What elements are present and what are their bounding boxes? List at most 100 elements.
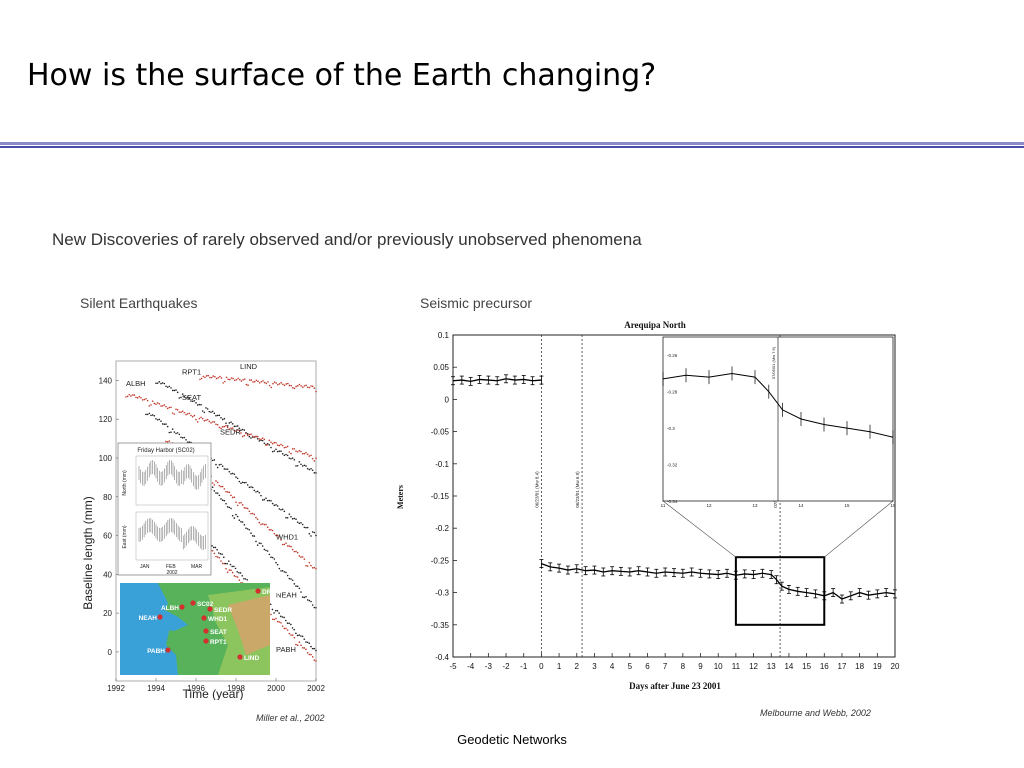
- left-series-point: [300, 463, 302, 466]
- left-series-point: [300, 385, 302, 387]
- left-series-point: [248, 528, 251, 531]
- left-series-point: [211, 549, 214, 552]
- right-xtick-label: -3: [485, 662, 493, 671]
- left-series-point: [230, 507, 232, 510]
- left-series-point: [180, 396, 182, 399]
- left-series-point: [290, 578, 292, 580]
- right-xtick-label: 16: [820, 662, 829, 671]
- left-series-point: [181, 436, 184, 439]
- left-series-point: [220, 377, 223, 379]
- left-series-point: [211, 482, 214, 484]
- left-ytick-label: 120: [99, 415, 113, 424]
- left-series-point: [252, 381, 254, 383]
- left-series-point: [234, 379, 236, 382]
- left-series-point: [198, 403, 201, 406]
- left-series-point: [273, 558, 276, 560]
- left-series-point: [228, 491, 231, 494]
- left-series-point: [253, 380, 256, 383]
- left-series-point: [221, 562, 224, 565]
- left-series-point: [270, 613, 272, 616]
- left-series-point: [226, 426, 229, 429]
- left-series-point: [308, 386, 311, 389]
- right-ytick-label: -0.15: [431, 492, 450, 501]
- left-series-point: [296, 585, 299, 588]
- left-series-point: [238, 378, 241, 381]
- left-series-point: [238, 519, 241, 522]
- left-series-point: [235, 575, 237, 578]
- left-series-point: [238, 579, 241, 581]
- left-series-point: [273, 612, 275, 614]
- left-series-point: [271, 618, 274, 621]
- right-series-line: [541, 563, 896, 600]
- left-ytick-label: 140: [99, 376, 113, 385]
- left-series-point: [250, 512, 252, 515]
- left-series-point: [222, 382, 224, 384]
- map-station-dot: [201, 615, 207, 621]
- left-series-point: [211, 545, 213, 547]
- map-station-label: WHD1: [208, 616, 228, 623]
- left-series-point: [214, 375, 216, 378]
- left-series-point: [168, 406, 171, 409]
- left-xtick-label: 2002: [307, 684, 325, 693]
- left-series-point: [219, 375, 221, 378]
- left-series-point: [141, 399, 144, 401]
- left-series-point: [273, 618, 276, 621]
- left-series-point: [276, 609, 279, 612]
- left-series-point: [248, 435, 251, 438]
- left-series-point: [205, 419, 207, 422]
- left-series-point: [215, 377, 218, 380]
- left-series-point: [272, 382, 274, 385]
- left-series-point: [150, 414, 152, 417]
- left-series-point: [275, 534, 277, 537]
- left-series-point: [271, 442, 274, 445]
- left-series-point: [226, 571, 229, 574]
- left-series-point: [311, 656, 314, 658]
- left-series-point: [206, 408, 209, 410]
- left-series-point: [246, 579, 249, 581]
- left-series-point: [260, 439, 262, 442]
- left-series-point: [301, 647, 304, 649]
- inset-ytick-label: -0.34: [667, 499, 678, 504]
- left-series-point: [261, 499, 264, 501]
- right-ytick-label: -0.35: [431, 621, 450, 630]
- left-series-point: [245, 383, 248, 386]
- left-series-point: [291, 457, 294, 459]
- left-series-point: [248, 510, 251, 513]
- left-series-point: [198, 417, 201, 420]
- left-series-point: [313, 531, 316, 534]
- left-series-point: [273, 441, 276, 444]
- left-series-point: [303, 464, 306, 467]
- left-series-point: [185, 413, 187, 416]
- left-series-point: [270, 441, 272, 444]
- left-series-point: [204, 376, 206, 379]
- left-series-point: [278, 567, 281, 570]
- map-station-dot: [207, 606, 213, 612]
- left-series-point: [215, 480, 217, 482]
- left-series-point: [236, 425, 239, 427]
- left-series-point: [253, 535, 256, 537]
- left-series-point: [240, 520, 242, 523]
- left-series-point: [310, 468, 312, 470]
- left-series-point: [280, 450, 282, 453]
- left-series-point: [273, 504, 276, 507]
- left-series-point: [215, 423, 217, 426]
- left-series-lind: [199, 374, 317, 393]
- seismic-precursor-figure: Arequipa North 0.1 0.05 0 -0.05 -0.1 -0.15 -0.…: [396, 320, 900, 691]
- left-series-label: ALBH: [126, 379, 146, 388]
- left-series-point: [166, 425, 169, 428]
- right-xtick-label: 8: [681, 662, 686, 671]
- left-series-point: [191, 415, 194, 418]
- left-series-point: [253, 489, 256, 492]
- left-series-point: [283, 543, 286, 546]
- left-series-point: [290, 515, 292, 518]
- left-series-point: [303, 452, 306, 455]
- left-series-point: [156, 382, 159, 384]
- left-series-point: [150, 404, 152, 406]
- left-series-point: [301, 465, 304, 467]
- left-xtick-label: 1994: [147, 684, 165, 693]
- left-series-point: [278, 621, 281, 623]
- left-series-point: [311, 469, 314, 472]
- left-series-point: [286, 454, 289, 457]
- left-series-point: [271, 608, 274, 611]
- left-series-point: [278, 450, 281, 453]
